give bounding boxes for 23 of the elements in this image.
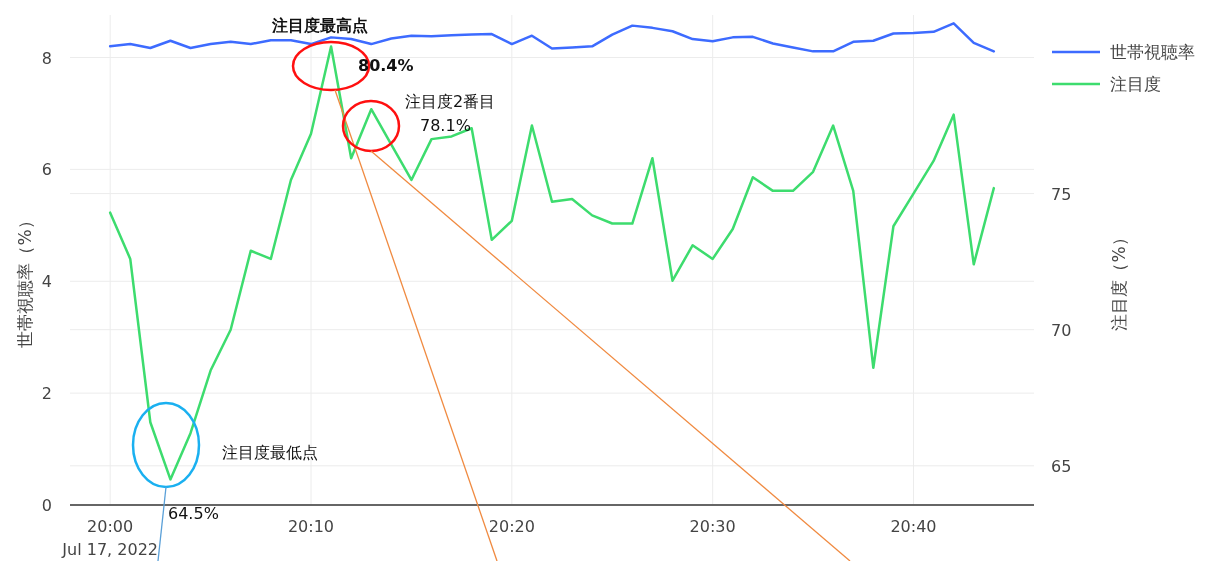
annotation: 注目度2番目 [405,92,496,111]
y-tick-label: 8 [41,48,52,68]
annotation: 注目度最低点 [222,443,318,462]
x-tick-label: 20:00 Jul 17, 2022 [61,517,158,559]
y-tick-label: 0 [41,496,52,515]
annotation: 注目度最高点 [271,16,368,35]
x-tick-label: 20:20 [488,517,535,536]
y2-axis-title: 注目度（%） [1109,229,1129,331]
y-axis-title: 世帯視聴率（%） [15,212,35,348]
y-tick-label: 6 [41,160,52,180]
x-tick-label: 20:10 [287,517,335,536]
y2-tick-label: 70 [1051,320,1072,340]
y2-tick-label: 65 [1051,456,1072,476]
legend-label: 注目度 [1110,74,1161,94]
line-series [108,45,996,481]
y2-tick-label: 75 [1051,184,1072,204]
annotation: 64.5% [168,504,219,523]
legend-label: 世帯視聴率 [1110,42,1195,62]
y-tick-label: 2 [41,384,52,404]
y-tick-label: 4 [41,272,52,292]
x-tick-label: 20:40 [890,517,937,536]
x-tick-label: 20:30 [689,517,736,536]
annotation: 78.1% [420,116,471,135]
